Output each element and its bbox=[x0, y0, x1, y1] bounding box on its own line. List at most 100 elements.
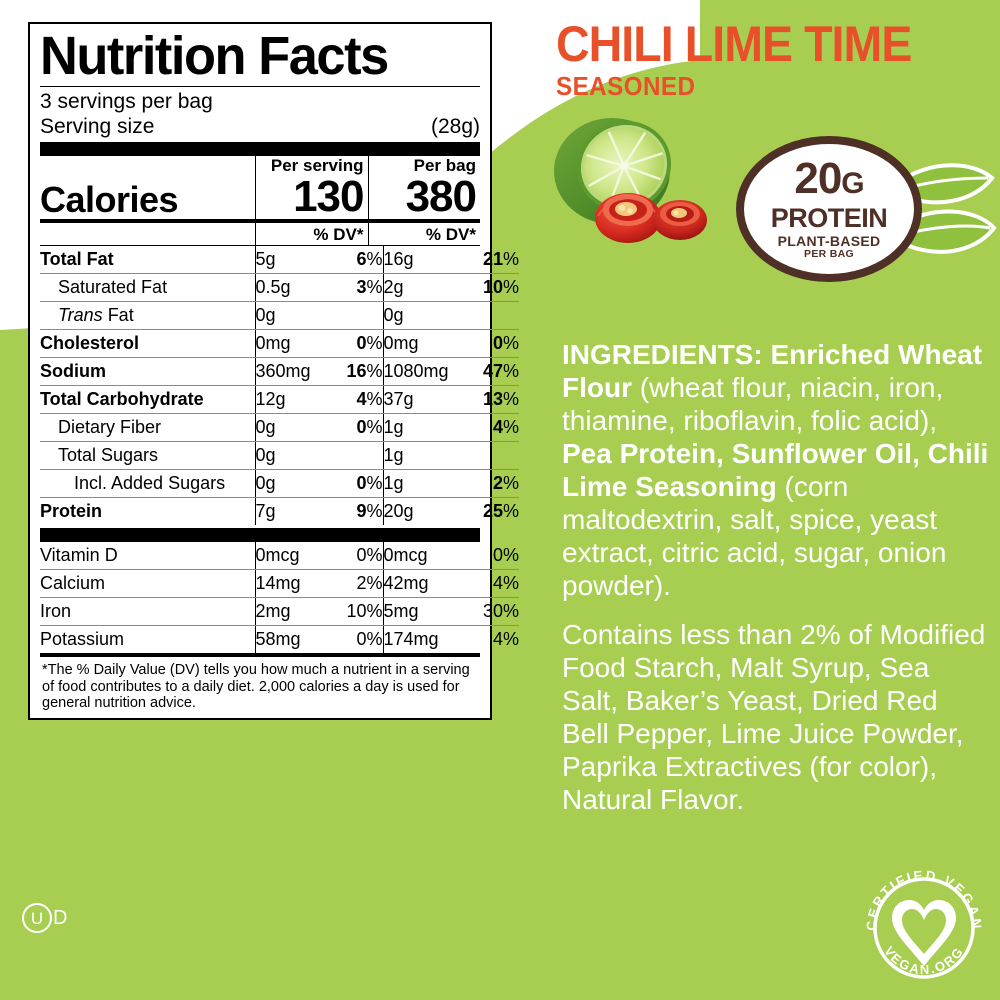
table-row: Total Carbohydrate 12g 4% 37g 13% bbox=[40, 385, 519, 414]
nutrient-amount: 42mg bbox=[382, 569, 461, 598]
nutrient-name: Vitamin D bbox=[40, 542, 255, 570]
protein-badge-ring: 20G PROTEIN PLANT-BASED PER BAG bbox=[736, 136, 922, 282]
certified-vegan-badge: CERTIFIED VEGAN VEGAN.ORG bbox=[864, 868, 982, 979]
divider-above-rows bbox=[40, 245, 480, 246]
nutrient-name: Cholesterol bbox=[40, 329, 255, 358]
nutrient-amount: 0g bbox=[254, 441, 325, 470]
divider-thick-top bbox=[40, 142, 480, 156]
divider-under-title bbox=[40, 86, 480, 87]
nutrient-daily-value: 4% bbox=[461, 413, 519, 442]
nutrient-amount: 7g bbox=[254, 497, 325, 525]
calories-per-bag-value: 380 bbox=[405, 172, 477, 221]
nutrient-amount: 5g bbox=[254, 246, 325, 274]
protein-badge-per-bag: PER BAG bbox=[804, 248, 854, 260]
protein-amount-number: 20 bbox=[794, 154, 842, 203]
serving-size-row: Serving size (28g) bbox=[40, 114, 480, 139]
divider-above-footnote bbox=[40, 653, 480, 657]
nutrient-daily-value: 10% bbox=[461, 273, 519, 302]
page-title: Nutrition Facts bbox=[40, 26, 389, 86]
nutrient-amount: 0g bbox=[254, 301, 325, 330]
nutrient-daily-value: 0% bbox=[325, 329, 383, 358]
nutrient-daily-value: 4% bbox=[461, 569, 519, 598]
ingredient-text: (corn maltodextrin, salt, spice, yeast e… bbox=[562, 471, 947, 601]
table-row: Potassium 58mg 0% 174mg 4% bbox=[40, 625, 519, 653]
nutrient-daily-value: 47% bbox=[461, 357, 519, 386]
nutrient-amount: 2g bbox=[382, 273, 461, 302]
nutrient-name: Trans Fat bbox=[40, 301, 255, 330]
divider-under-calories bbox=[40, 219, 480, 223]
nutrient-name: Total Sugars bbox=[40, 441, 255, 470]
protein-badge-label: PROTEIN bbox=[770, 203, 888, 233]
nutrient-amount: 0mg bbox=[254, 329, 325, 358]
table-row: Total Fat 5g 6% 16g 21% bbox=[40, 246, 519, 274]
nutrient-daily-value: 30% bbox=[461, 597, 519, 626]
protein-badge-amount: 20G bbox=[794, 157, 864, 205]
nutrient-daily-value: 9% bbox=[356, 501, 383, 521]
nutrient-daily-value: 2% bbox=[325, 569, 383, 598]
nutrient-name: Dietary Fiber bbox=[40, 413, 255, 442]
brand-block: CHILI LIME TIME SEASONED bbox=[556, 18, 976, 100]
table-row: Trans Fat 0g 0g bbox=[40, 301, 519, 330]
nutrient-amount: 0mcg bbox=[382, 542, 461, 570]
ingredients-block: INGREDIENTS: Enriched Wheat Flour (wheat… bbox=[562, 338, 990, 832]
nutrient-daily-value: 0% bbox=[461, 542, 519, 570]
nutrient-amount: 14mg bbox=[254, 569, 325, 598]
serving-size-label: Serving size bbox=[40, 115, 155, 138]
nutrient-amount: 174mg bbox=[382, 625, 461, 653]
nutrient-daily-value: 4% bbox=[325, 385, 383, 414]
calories-label: Calories bbox=[40, 179, 179, 220]
table-row: Protein 7g 9% 20g 25% bbox=[40, 497, 519, 525]
table-row: Cholesterol 0mg 0% 0mg 0% bbox=[40, 329, 519, 358]
nutrient-daily-value: 25% bbox=[482, 501, 519, 521]
daily-value-footnote: *The % Daily Value (DV) tells you how mu… bbox=[42, 662, 470, 711]
table-row: Total Sugars 0g 1g bbox=[40, 441, 519, 470]
dv-header-spacer bbox=[40, 223, 255, 245]
nutrient-amount: 20g bbox=[382, 497, 461, 525]
nutrient-amount: 360mg bbox=[254, 357, 325, 386]
calories-per-serving-column: Per serving 130 bbox=[255, 156, 368, 219]
micronutrient-table: Vitamin D 0mcg 0% 0mcg 0% Calcium 14mg 2% 42mg 4%… bbox=[40, 542, 519, 653]
nutrient-table: Total Fat 5g 6% 16g 21% Saturated Fat 0.5g 3% 2g… bbox=[40, 246, 519, 525]
nutrient-daily-value bbox=[325, 441, 383, 470]
nutrient-amount: 0g bbox=[254, 469, 325, 498]
ingredients-paragraph-primary: INGREDIENTS: Enriched Wheat Flour (wheat… bbox=[562, 338, 990, 602]
nutrient-amount: 5mg bbox=[382, 597, 461, 626]
nutrient-daily-value: 10% bbox=[325, 597, 383, 626]
dv-header-per-bag: % DV* bbox=[367, 223, 481, 245]
nutrient-daily-value: 0% bbox=[325, 413, 383, 442]
nutrient-daily-value: 6% bbox=[325, 246, 383, 274]
nutrient-daily-value: 13% bbox=[461, 385, 519, 414]
kosher-certification-mark: U D bbox=[22, 903, 67, 933]
lime-and-chili-image bbox=[554, 118, 707, 243]
nutrient-amount: 12g bbox=[254, 385, 325, 414]
column-header-per-bag: Per bag bbox=[413, 156, 476, 175]
nutrient-daily-value: 2% bbox=[461, 469, 519, 498]
nutrient-amount: 0mg bbox=[382, 329, 461, 358]
calories-per-serving-value: 130 bbox=[293, 172, 364, 221]
nutrient-amount: 1080mg bbox=[382, 357, 461, 386]
nutrient-amount: 0g bbox=[382, 301, 461, 330]
nutrient-daily-value bbox=[461, 301, 519, 330]
nutrient-amount: 1g bbox=[382, 413, 461, 442]
nutrient-name: Protein bbox=[40, 501, 103, 521]
table-row: Sodium 360mg 16% 1080mg 47% bbox=[40, 357, 519, 386]
kosher-u-letter: U bbox=[30, 908, 44, 928]
nutrient-daily-value: 16% bbox=[325, 357, 383, 386]
kosher-dairy-letter: D bbox=[53, 906, 68, 929]
nutrient-daily-value: 3% bbox=[325, 273, 383, 302]
column-header-per-serving: Per serving bbox=[270, 156, 364, 175]
nutrient-daily-value: 0% bbox=[356, 629, 383, 649]
nutrient-daily-value: 0% bbox=[325, 542, 383, 570]
nutrient-amount: 37g bbox=[382, 385, 461, 414]
nutrient-amount: 1g bbox=[382, 469, 461, 498]
nutrient-daily-value: 21% bbox=[461, 246, 519, 274]
table-row: Dietary Fiber 0g 0% 1g 4% bbox=[40, 413, 519, 442]
calories-per-bag-column: Per bag 380 bbox=[367, 156, 481, 221]
ingredients-paragraph-secondary: Contains less than 2% of Modified Food S… bbox=[562, 619, 986, 815]
protein-amount-unit: G bbox=[841, 167, 864, 200]
nutrient-amount: 0.5g bbox=[254, 273, 325, 302]
nutrient-name: Saturated Fat bbox=[40, 273, 255, 302]
protein-badge: 20G PROTEIN PLANT-BASED PER BAG bbox=[736, 136, 922, 282]
nutrient-daily-value bbox=[325, 301, 383, 330]
divider-thick-micronutrients bbox=[40, 528, 480, 542]
